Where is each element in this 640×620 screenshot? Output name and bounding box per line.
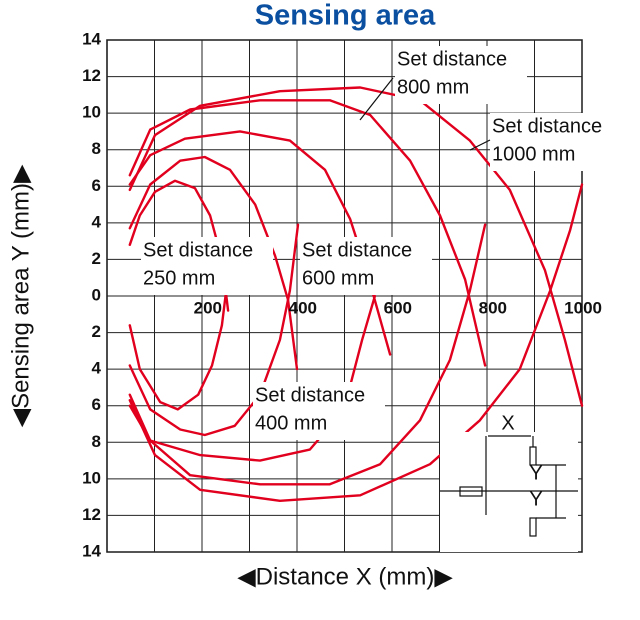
y-tick-label: 10 [82,468,101,487]
x-tick-label: 200 [194,298,222,317]
y-axis-label: ◀Sensing area Y (mm)▶ [7,164,34,427]
y-tick-label: 8 [92,139,101,158]
annotation-background [141,237,273,295]
inset-diagram [440,432,578,552]
y-tick-label: 14 [82,29,101,48]
y-tick-label: 6 [92,395,101,414]
annotation: Set distance [302,239,412,261]
inset-label: Y [529,488,542,510]
y-tick-label: 4 [92,212,102,231]
annotation: Set distance [255,384,365,406]
annotation-background [490,113,622,171]
sensing-curve [128,155,299,371]
inset-label: X [501,412,514,434]
sensing-curve [128,183,584,502]
leader-line [359,77,394,121]
y-tick-label: 2 [92,249,101,268]
x-axis-label: ◀Distance X (mm)▶ [237,563,453,590]
x-tick-label: 400 [289,298,317,317]
y-tick-label: 2 [92,322,101,341]
chart-title: Sensing area [255,0,436,32]
y-tick-label: 14 [82,541,101,560]
annotation: 250 mm [143,267,215,289]
leader-line [469,139,491,151]
y-tick-label: 4 [92,359,102,378]
annotation: 600 mm [302,267,374,289]
sensing-curve [128,99,487,367]
y-tick-label: 0 [92,285,101,304]
x-tick-label: 800 [479,298,507,317]
y-tick-label: 12 [82,505,101,524]
sensing-curve [128,294,377,462]
annotation: 800 mm [397,76,469,98]
x-tick-label: 1000 [564,298,602,317]
annotation-background [300,237,432,295]
annotation-background [253,382,385,440]
annotation: 1000 mm [492,143,575,165]
y-tick-label: 12 [82,66,101,85]
leaders [359,77,491,151]
y-tick-label: 8 [92,432,101,451]
y-tick-label: 10 [82,103,101,122]
inset-label: Y [529,462,542,484]
annotation: Set distance [397,48,507,70]
x-tick-label: 600 [384,298,412,317]
inset-target [529,517,537,537]
annotation: Set distance [143,239,253,261]
annotation-background [395,46,527,104]
sensing-curve [128,223,487,486]
annotation: 400 mm [255,412,327,434]
labels: 14 12 10 8 6 4 2 0 2 4 6 8 10 12 14 200 400 600 800 1000 Set… [82,29,622,560]
sensing-curve [128,289,228,411]
annotation: Set distance [492,115,602,137]
sensing-curve [128,223,300,437]
y-tick-label: 6 [92,176,101,195]
